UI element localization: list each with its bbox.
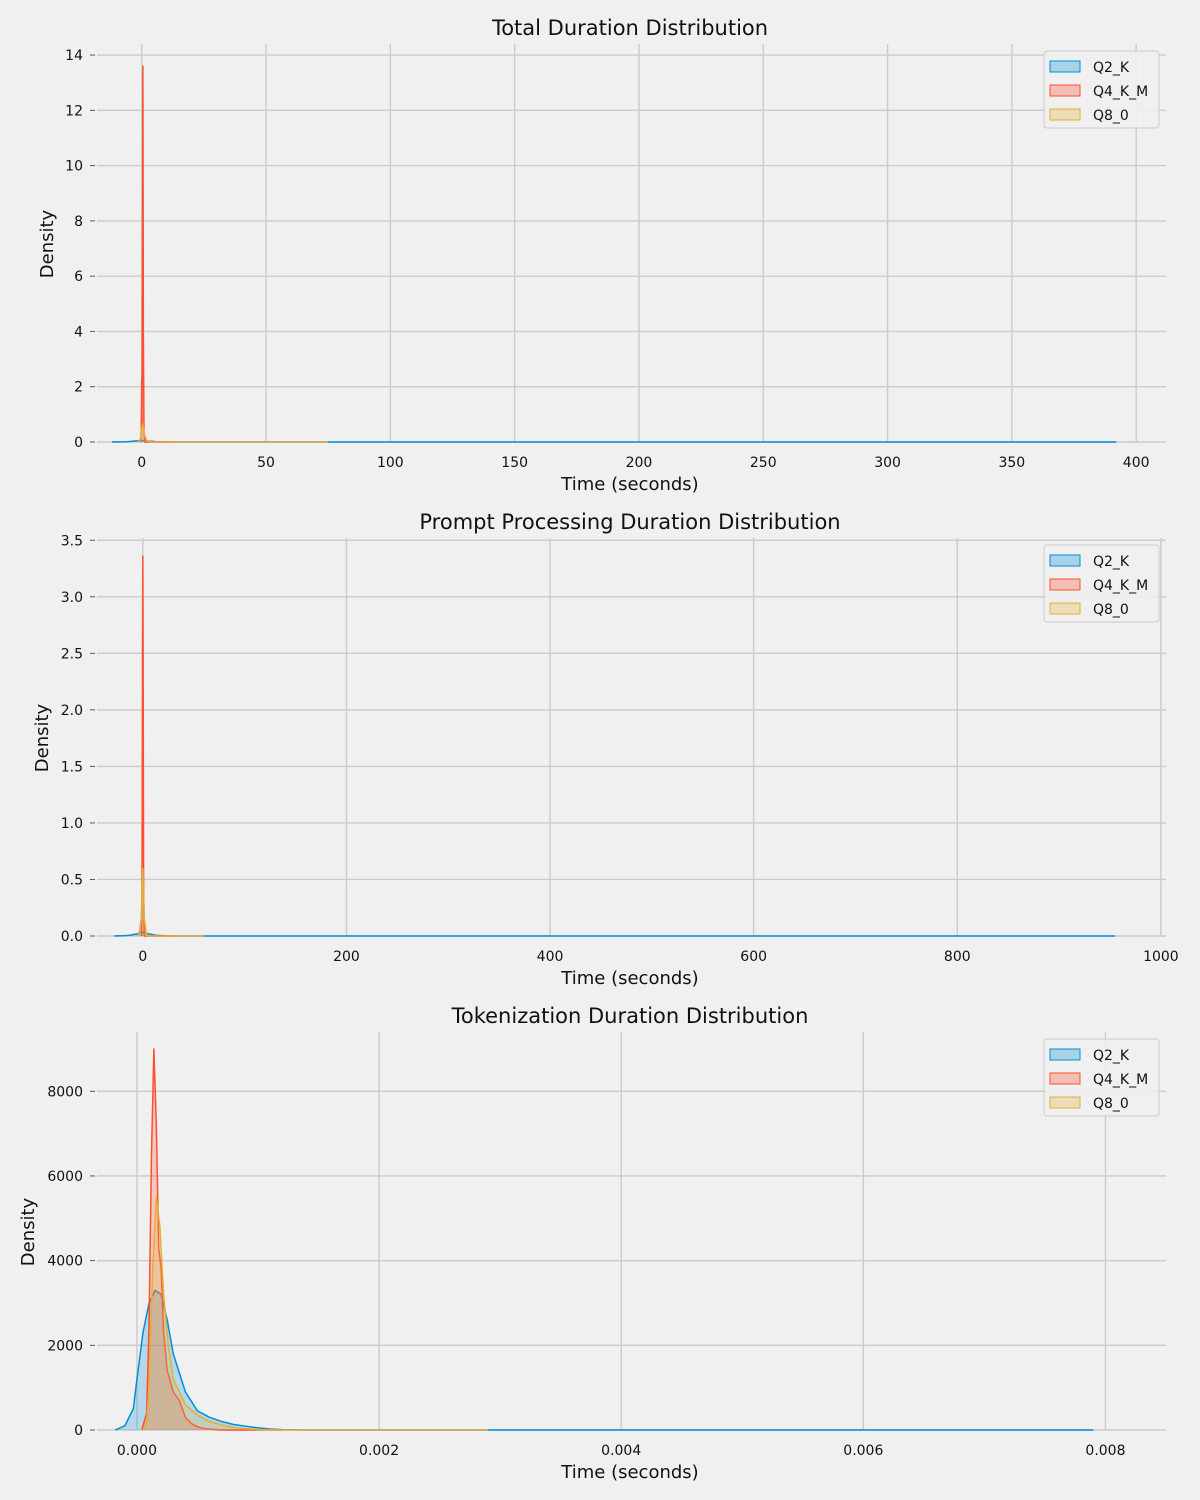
y-tick-label: 12 (65, 103, 83, 119)
x-tick-label: 350 (998, 455, 1025, 471)
legend-swatch-q2_k (1049, 60, 1081, 73)
y-tick-label: 3.5 (61, 533, 83, 549)
y-tick-label: 0 (74, 1423, 83, 1439)
y-tick-label: 0 (74, 435, 83, 451)
legend-label: Q4_K_M (1093, 84, 1148, 100)
x-tick-label: 200 (333, 949, 360, 965)
x-tick-label: 200 (626, 455, 653, 471)
density-curves (114, 1048, 1094, 1431)
legend: Q2_K Q4_K_M Q8_0 (1043, 544, 1160, 623)
y-tick-label: 8000 (47, 1084, 83, 1100)
y-axis-label: Density (37, 209, 58, 278)
legend: Q2_K Q4_K_M Q8_0 (1043, 50, 1160, 129)
chart-title: Prompt Processing Duration Distribution (419, 510, 840, 534)
legend-label: Q8_0 (1093, 1096, 1129, 1112)
x-axis-label: Time (seconds) (560, 1462, 698, 1483)
x-tick-label: 0.002 (359, 1443, 399, 1459)
x-tick-label: 400 (1123, 455, 1150, 471)
chart-title: Total Duration Distribution (491, 16, 768, 40)
legend-swatch-q4_k_m (1049, 578, 1081, 591)
y-tick-label: 1.5 (61, 759, 83, 775)
x-tick-label: 1000 (1143, 949, 1179, 965)
legend: Q2_K Q4_K_M Q8_0 (1043, 1038, 1160, 1117)
chart-panel-prompt-processing: 0 200 400 600 800 1000 0.0 0.5 1.0 1.5 2.0 2.5 3.0 3… (32, 510, 1179, 989)
density-line-q8_0 (142, 1196, 489, 1431)
y-tick-labels: 0 2000 4000 6000 8000 (47, 1084, 95, 1439)
y-tick-label: 4000 (47, 1254, 83, 1270)
x-tick-label: 0.000 (117, 1443, 157, 1459)
legend-label: Q4_K_M (1093, 578, 1148, 594)
x-tick-label: 800 (944, 949, 971, 965)
x-tick-label: 300 (874, 455, 901, 471)
x-tick-label: 0 (138, 949, 147, 965)
x-tick-label: 0.004 (601, 1443, 641, 1459)
density-line-q2_k (114, 1289, 1094, 1431)
density-line-q4_k_m (139, 65, 172, 443)
legend-label: Q2_K (1093, 1048, 1130, 1064)
y-tick-label: 2000 (47, 1338, 83, 1354)
legend-label: Q2_K (1093, 554, 1130, 570)
y-axis-label: Density (32, 703, 53, 772)
chart-panel-total-duration: 0 50 100 150 200 250 300 350 400 0 2 4 6 8 10 12 14 Tot… (37, 16, 1166, 495)
legend-label: Q4_K_M (1093, 1072, 1148, 1088)
density-line-q4_k_m (140, 555, 174, 937)
y-axis-label: Density (18, 1197, 39, 1266)
legend-swatch-q8_0 (1049, 602, 1081, 615)
x-axis-label: Time (seconds) (560, 968, 698, 989)
x-tick-label: 600 (740, 949, 767, 965)
x-tick-label: 0.006 (843, 1443, 883, 1459)
x-tick-labels: 0 200 400 600 800 1000 (138, 949, 1178, 965)
chart-title: Tokenization Duration Distribution (451, 1004, 809, 1028)
density-curves (111, 65, 1117, 443)
legend-swatch-q4_k_m (1049, 84, 1081, 97)
x-tick-label: 0.008 (1085, 1443, 1125, 1459)
y-tick-label: 10 (65, 159, 83, 175)
y-tick-label: 2 (74, 380, 83, 396)
y-tick-labels: 0.0 0.5 1.0 1.5 2.0 2.5 3.0 3.5 (61, 533, 95, 945)
legend-label: Q2_K (1093, 60, 1130, 76)
legend-label: Q8_0 (1093, 602, 1129, 618)
density-fill-q4_k_m (141, 1048, 283, 1430)
x-tick-label: 50 (257, 455, 275, 471)
x-tick-label: 0 (137, 455, 146, 471)
density-line-q4_k_m (141, 1048, 283, 1431)
x-tick-label: 100 (377, 455, 404, 471)
y-tick-labels: 0 2 4 6 8 10 12 14 (65, 48, 95, 451)
y-tick-label: 0.5 (61, 872, 83, 888)
x-tick-labels: 0.000 0.002 0.004 0.006 0.008 (117, 1443, 1126, 1459)
y-tick-label: 0.0 (61, 929, 83, 945)
y-tick-label: 8 (74, 214, 83, 230)
x-axis-label: Time (seconds) (560, 474, 698, 495)
x-tick-label: 250 (750, 455, 777, 471)
legend-swatch-q2_k (1049, 554, 1081, 567)
y-tick-label: 2.0 (61, 703, 83, 719)
y-tick-label: 2.5 (61, 646, 83, 662)
legend-swatch-q2_k (1049, 1048, 1081, 1061)
density-curves (114, 555, 1116, 937)
density-line-q8_0 (137, 423, 329, 443)
y-tick-label: 1.0 (61, 816, 83, 832)
legend-swatch-q8_0 (1049, 1096, 1081, 1109)
x-tick-label: 150 (501, 455, 528, 471)
y-tick-label: 4 (74, 324, 83, 340)
density-line-q8_0 (137, 867, 204, 937)
x-tick-labels: 0 50 100 150 200 250 300 350 400 (137, 455, 1149, 471)
x-tick-label: 400 (537, 949, 564, 965)
legend-label: Q8_0 (1093, 108, 1129, 124)
y-tick-label: 6000 (47, 1169, 83, 1185)
y-tick-label: 3.0 (61, 590, 83, 606)
legend-swatch-q8_0 (1049, 108, 1081, 121)
y-tick-label: 14 (65, 48, 83, 64)
chart-panel-tokenization: 0.000 0.002 0.004 0.006 0.008 0 2000 4000 6000 8… (18, 1004, 1166, 1483)
legend-swatch-q4_k_m (1049, 1072, 1081, 1085)
y-tick-label: 6 (74, 269, 83, 285)
density-fill-q8_0 (143, 1197, 489, 1430)
